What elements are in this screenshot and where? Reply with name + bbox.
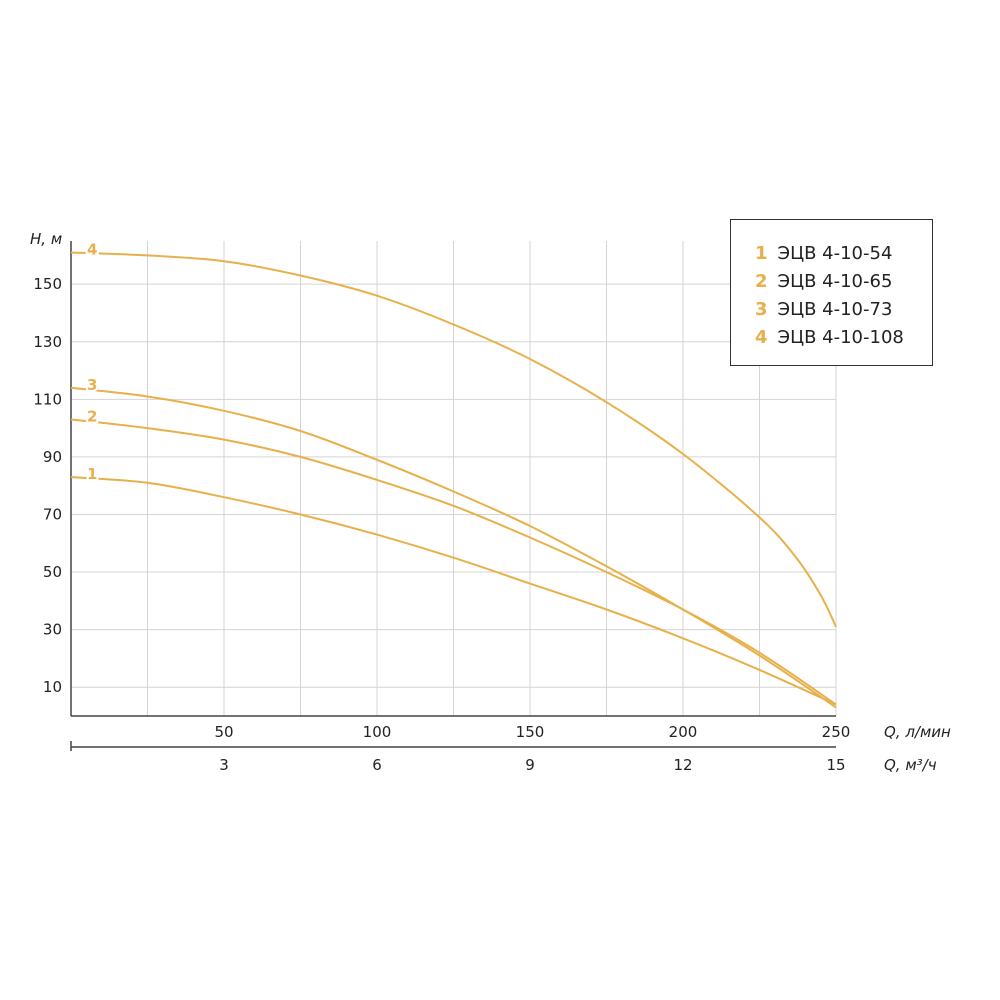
y-tick-label: 90: [43, 448, 62, 466]
legend-label-4: ЭЦВ 4-10-108: [777, 327, 904, 348]
legend: 1 ЭЦВ 4-10-54 2 ЭЦВ 4-10-65 3 ЭЦВ 4-10-73 4…: [730, 219, 933, 366]
legend-item-4: 4 ЭЦВ 4-10-108: [755, 324, 932, 352]
x-tick-label-m3h: 9: [525, 756, 535, 774]
x-tick-label-m3h: 12: [673, 756, 692, 774]
legend-label-2: ЭЦВ 4-10-65: [777, 271, 893, 292]
legend-item-2: 2 ЭЦВ 4-10-65: [755, 268, 932, 296]
legend-label-1: ЭЦВ 4-10-54: [777, 243, 893, 264]
curve-label-1: 1: [87, 465, 97, 483]
legend-number-3: 3: [755, 299, 768, 320]
legend-number-4: 4: [755, 327, 768, 348]
curve-4: [70, 251, 837, 628]
x-axis-label-lmin: Q, л/мин: [884, 723, 951, 741]
y-tick-label: 110: [33, 390, 62, 408]
x-tick-label-lmin: 50: [214, 723, 233, 741]
axes: [70, 241, 836, 751]
legend-item-3: 3 ЭЦВ 4-10-73: [755, 296, 932, 324]
x-tick-label-lmin: 250: [822, 723, 851, 741]
x-tick-label-m3h: 6: [372, 756, 382, 774]
grid: [71, 241, 837, 716]
x-tick-label-lmin: 200: [669, 723, 698, 741]
curves: [70, 251, 837, 709]
curve-2: [70, 418, 837, 706]
y-tick-label: 70: [43, 505, 62, 523]
x-tick-label-m3h: 3: [219, 756, 229, 774]
y-tick-label: 10: [43, 678, 62, 696]
y-tick-label: 130: [33, 333, 62, 351]
y-tick-label: 150: [33, 275, 62, 293]
x-axis-label-m3h: Q, м³/ч: [884, 756, 937, 774]
legend-label-3: ЭЦВ 4-10-73: [777, 299, 893, 320]
curve-label-4: 4: [87, 241, 97, 259]
x-tick-label-lmin: 100: [363, 723, 392, 741]
y-axis-label: H, м: [30, 230, 62, 248]
legend-item-1: 1 ЭЦВ 4-10-54: [755, 240, 932, 268]
y-tick-label: 30: [43, 621, 62, 639]
legend-number-1: 1: [755, 243, 768, 264]
legend-number-2: 2: [755, 271, 768, 292]
curve-label-2: 2: [87, 407, 97, 425]
curve-3: [70, 386, 837, 709]
curve-1: [70, 476, 837, 706]
x-tick-label-lmin: 150: [516, 723, 545, 741]
y-tick-label: 50: [43, 563, 62, 581]
curve-label-3: 3: [87, 376, 97, 394]
x-tick-label-m3h: 15: [826, 756, 845, 774]
